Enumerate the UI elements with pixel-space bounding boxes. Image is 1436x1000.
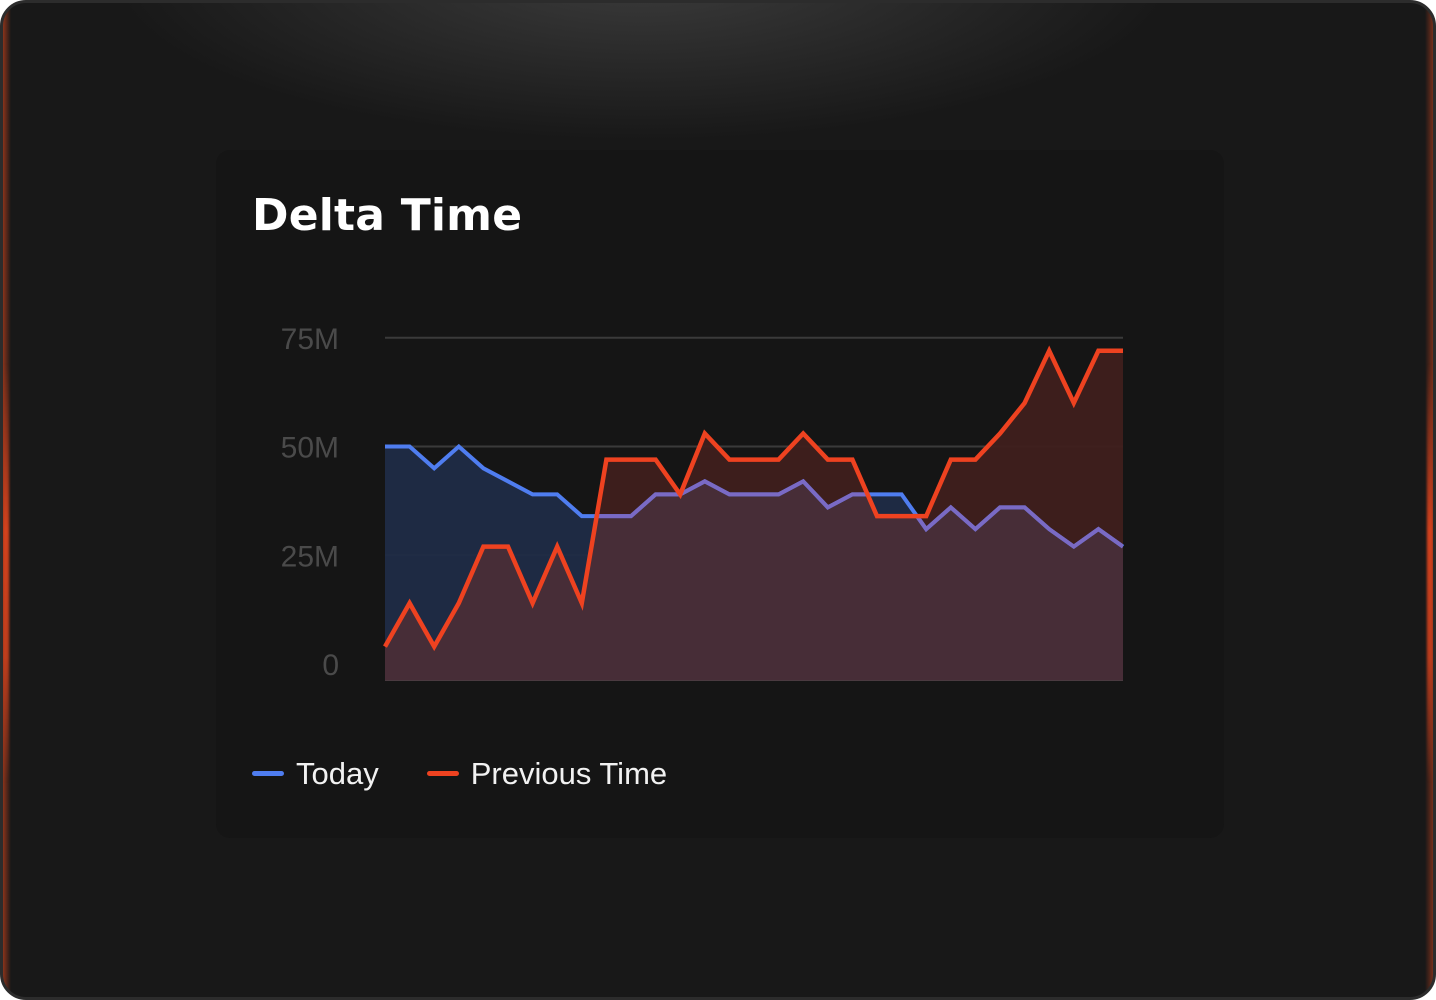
legend-label-previous-time: Previous Time <box>470 756 668 791</box>
y-axis-ticks: 0 25M 50M 75M <box>281 323 339 682</box>
left-edge-glow <box>3 363 9 783</box>
y-tick-label: 0 <box>322 649 339 682</box>
legend-label-today: Today <box>296 756 379 791</box>
delta-time-chart: 0 25M 50M 75M <box>281 323 1125 682</box>
y-tick-label: 25M <box>281 540 339 573</box>
chart-legend: Today Previous Time <box>252 758 667 789</box>
area-overlap <box>385 446 1123 680</box>
legend-swatch-today <box>252 771 284 776</box>
legend-item-previous-time[interactable]: Previous Time <box>426 756 668 791</box>
legend-swatch-previous-time <box>426 771 459 776</box>
series-areas <box>385 350 1123 680</box>
line-previous-time <box>383 345 1123 652</box>
chart-title: Delta Time <box>252 190 523 241</box>
y-tick-label: 75M <box>281 323 339 356</box>
legend-item-today[interactable]: Today <box>252 758 379 789</box>
delta-time-card: Delta Time 0 25M 50M 75M Today Previous Tim… <box>216 150 1224 838</box>
right-edge-glow <box>1427 363 1433 783</box>
y-tick-label: 50M <box>281 432 339 465</box>
series-lines <box>383 345 1125 652</box>
